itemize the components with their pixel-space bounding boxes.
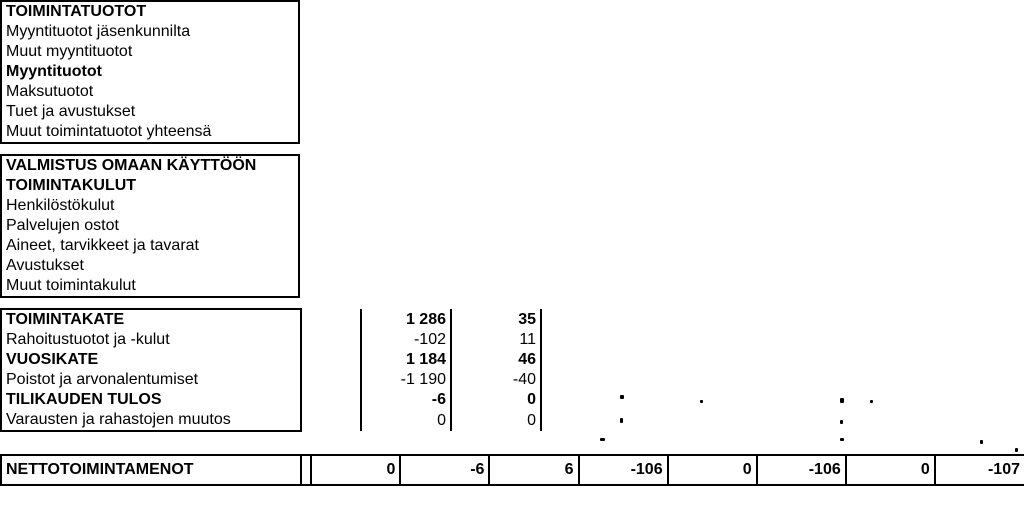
- footer-v3: 6: [489, 455, 578, 485]
- noise-dot: [870, 400, 873, 403]
- line-muut-toimintakulut: Muut toimintakulut: [6, 276, 294, 296]
- table-spacer: [301, 410, 351, 431]
- table-spacer: [301, 390, 351, 410]
- line-avustukset: Avustukset: [6, 256, 294, 276]
- section-toimintatuotot: TOIMINTATUOTOT Myyntituotot jäsenkunnilt…: [0, 0, 300, 144]
- table-sep: [351, 309, 361, 330]
- line-muut-myyntituotot: Muut myyntituotot: [6, 42, 294, 62]
- footer-v7: 0: [846, 455, 935, 485]
- table-cell: 1 286: [361, 309, 451, 330]
- footer-v6: -106: [757, 455, 846, 485]
- noise-dot: [600, 438, 605, 441]
- table-sep: [351, 330, 361, 350]
- line-myyntituotot: Myyntituotot: [6, 62, 294, 82]
- table-cell: -6: [361, 390, 451, 410]
- line-maksutuotot: Maksutuotot: [6, 82, 294, 102]
- table-cell: -40: [451, 370, 541, 390]
- table-spacer: [301, 350, 351, 370]
- table-rest: [541, 330, 1024, 350]
- footer-v1: 0: [311, 455, 400, 485]
- footer-table: NETTOTOIMINTAMENOT 0 -6 6 -106 0 -106 0 …: [0, 454, 1024, 486]
- table-cell: 0: [451, 390, 541, 410]
- noise-dot: [620, 418, 623, 423]
- footer-v2: -6: [400, 455, 489, 485]
- table-spacer: [301, 370, 351, 390]
- table-cell: 11: [451, 330, 541, 350]
- table-row-label: Rahoitustuotot ja -kulut: [1, 330, 301, 350]
- noise-dot: [840, 438, 844, 441]
- table-cell: 46: [451, 350, 541, 370]
- line-aineet-tarvikkeet-tavarat: Aineet, tarvikkeet ja tavarat: [6, 236, 294, 256]
- table-cell: 1 184: [361, 350, 451, 370]
- table-row-label: Varausten ja rahastojen muutos: [1, 410, 301, 431]
- table-row-label: TOIMINTAKATE: [1, 309, 301, 330]
- footer-v4: -106: [579, 455, 668, 485]
- section-toimintakulut: VALMISTUS OMAAN KÄYTTÖÖN TOIMINTAKULUT H…: [0, 154, 300, 298]
- noise-dot: [700, 400, 703, 403]
- table-cell: 0: [361, 410, 451, 431]
- table-row-label: Poistot ja arvonalentumiset: [1, 370, 301, 390]
- heading-toimintakulut: TOIMINTAKULUT: [6, 176, 294, 196]
- noise-dot: [1015, 448, 1018, 452]
- table-spacer: [301, 309, 351, 330]
- table-cell: 35: [451, 309, 541, 330]
- table-cell: -1 190: [361, 370, 451, 390]
- table-sep: [351, 370, 361, 390]
- noise-dot: [980, 440, 983, 444]
- footer-v5: 0: [668, 455, 757, 485]
- footer-sep: [301, 455, 311, 485]
- footer-v8: -107: [935, 455, 1024, 485]
- heading-valmistus-omaan-kayttoon: VALMISTUS OMAAN KÄYTTÖÖN: [6, 156, 294, 176]
- line-palvelujen-ostot: Palvelujen ostot: [6, 216, 294, 236]
- noise-dot: [840, 420, 843, 424]
- table-cell: -102: [361, 330, 451, 350]
- table-rest: [541, 410, 1024, 431]
- table-rest: [541, 309, 1024, 330]
- table-cell: 0: [451, 410, 541, 431]
- table-sep: [351, 390, 361, 410]
- table-rest: [541, 350, 1024, 370]
- results-table: TOIMINTAKATE 1 28635 Rahoitustuotot ja -ku…: [0, 308, 1024, 432]
- line-muut-toimintatuotot-yhteensa: Muut toimintatuotot yhteensä: [6, 122, 294, 142]
- table-sep: [351, 350, 361, 370]
- table-sep: [351, 410, 361, 431]
- table-rest: [541, 390, 1024, 410]
- line-tuet-ja-avustukset: Tuet ja avustukset: [6, 102, 294, 122]
- noise-dot: [840, 398, 844, 403]
- table-row-label: TILIKAUDEN TULOS: [1, 390, 301, 410]
- table-spacer: [301, 330, 351, 350]
- table-row-label: VUOSIKATE: [1, 350, 301, 370]
- line-henkilostokulut: Henkilöstökulut: [6, 196, 294, 216]
- heading-toimintatuotot: TOIMINTATUOTOT: [6, 2, 294, 22]
- footer-label: NETTOTOIMINTAMENOT: [1, 455, 301, 485]
- noise-dot: [620, 395, 624, 399]
- table-rest: [541, 370, 1024, 390]
- line-myyntituotot-jasenkunnilta: Myyntituotot jäsenkunnilta: [6, 22, 294, 42]
